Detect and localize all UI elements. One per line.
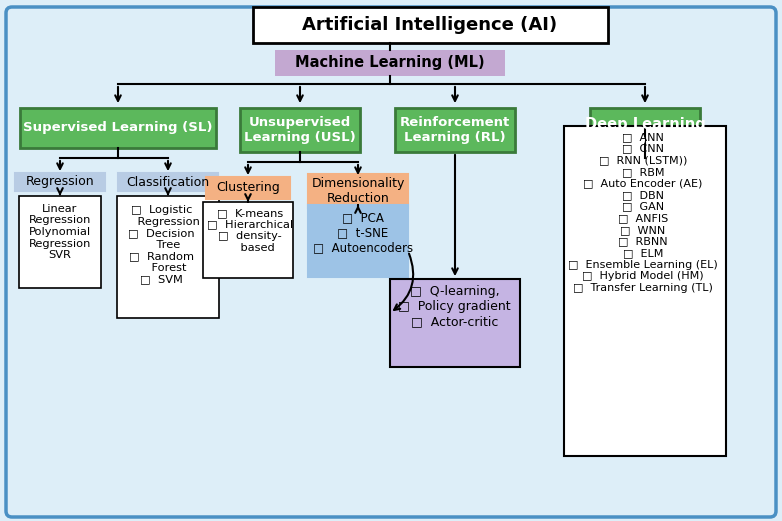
Text: Regression: Regression	[26, 176, 95, 189]
Text: Unsupervised
Learning (USL): Unsupervised Learning (USL)	[244, 116, 356, 144]
Text: □  ANN
□  CNN
□  RNN (LSTM))
□  RBM
□  Auto Encoder (AE)
□  DBN
□  GAN
□  ANFIS
: □ ANN □ CNN □ RNN (LSTM)) □ RBM □ Auto E…	[568, 132, 718, 293]
Text: □  PCA
□  t-SNE
□  Autoencoders: □ PCA □ t-SNE □ Autoencoders	[313, 211, 413, 254]
FancyBboxPatch shape	[19, 196, 101, 288]
FancyBboxPatch shape	[206, 177, 290, 199]
FancyBboxPatch shape	[564, 126, 726, 456]
Text: Machine Learning (ML): Machine Learning (ML)	[295, 56, 485, 70]
FancyBboxPatch shape	[390, 279, 520, 367]
Text: □  Logistic
    Regression
□  Decision
    Tree
□  Random
    Forest
□  SVM: □ Logistic Regression □ Decision Tree □ …	[123, 205, 200, 284]
FancyBboxPatch shape	[203, 202, 293, 278]
FancyBboxPatch shape	[6, 7, 776, 517]
Text: Supervised Learning (SL): Supervised Learning (SL)	[23, 121, 213, 134]
Text: Deep Learning
(DL): Deep Learning (DL)	[585, 117, 705, 149]
FancyBboxPatch shape	[308, 174, 408, 208]
Text: Linear
Regression
Polynomial
Regression
SVR: Linear Regression Polynomial Regression …	[29, 204, 91, 260]
Text: Clustering: Clustering	[216, 181, 280, 194]
Text: □  K-means
□  Hierarchical
□  density-
    based: □ K-means □ Hierarchical □ density- base…	[207, 208, 293, 253]
FancyBboxPatch shape	[240, 108, 360, 152]
FancyBboxPatch shape	[395, 108, 515, 152]
FancyBboxPatch shape	[253, 7, 608, 43]
Text: Classification: Classification	[127, 176, 210, 189]
Text: □  Q-learning,
□  Policy gradient
□  Actor-critic: □ Q-learning, □ Policy gradient □ Actor-…	[398, 285, 511, 328]
Text: Dimensionality
Reduction: Dimensionality Reduction	[311, 177, 405, 205]
FancyBboxPatch shape	[308, 205, 408, 277]
FancyBboxPatch shape	[15, 173, 105, 191]
FancyBboxPatch shape	[275, 50, 505, 76]
FancyBboxPatch shape	[118, 173, 218, 191]
Text: Artificial Intelligence (AI): Artificial Intelligence (AI)	[303, 16, 558, 34]
FancyBboxPatch shape	[20, 108, 216, 148]
FancyBboxPatch shape	[117, 196, 219, 318]
FancyBboxPatch shape	[590, 108, 700, 158]
Text: Reinforcement
Learning (RL): Reinforcement Learning (RL)	[400, 116, 510, 144]
